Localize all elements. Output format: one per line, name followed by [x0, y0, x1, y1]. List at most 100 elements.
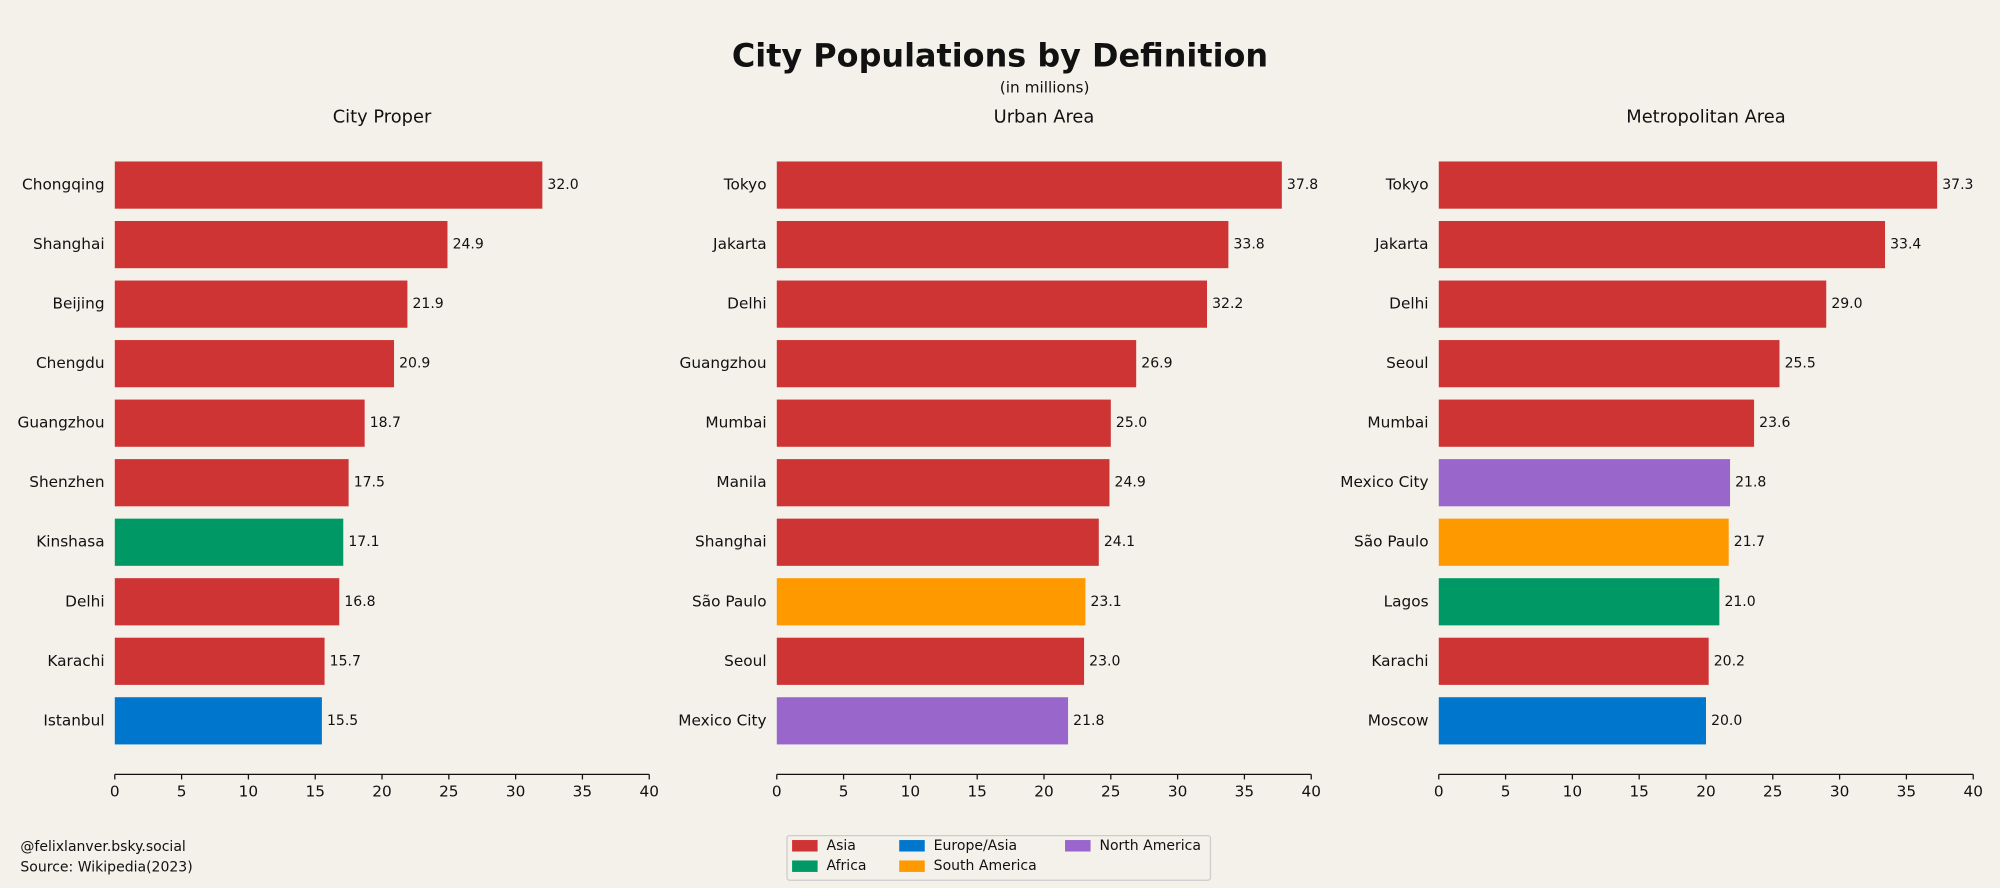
bar — [776, 637, 1085, 685]
x-tick-label: 5 — [1501, 783, 1511, 801]
bar — [114, 399, 365, 447]
x-tick-label: 30 — [1830, 783, 1849, 801]
bar — [114, 697, 322, 745]
category-label: São Paulo — [692, 592, 767, 610]
value-label: 37.3 — [1942, 177, 1973, 193]
bar — [1438, 280, 1827, 328]
panel-title: Metropolitan Area — [1626, 106, 1785, 127]
value-label: 33.4 — [1890, 237, 1921, 253]
x-tick-label: 15 — [305, 783, 324, 801]
x-tick-label: 25 — [439, 783, 458, 801]
x-tick-label: 0 — [772, 783, 782, 801]
category-label: Manila — [716, 473, 766, 491]
category-label: Guangzhou — [17, 414, 104, 432]
category-label: Karachi — [47, 652, 104, 670]
legend-label: Asia — [827, 838, 856, 854]
x-tick-label: 10 — [1563, 783, 1582, 801]
bar — [776, 459, 1110, 507]
legend-swatch — [792, 860, 818, 872]
bar — [114, 578, 340, 626]
value-label: 23.1 — [1091, 594, 1122, 610]
value-label: 21.8 — [1735, 475, 1766, 491]
bar — [776, 518, 1099, 566]
value-label: 29.0 — [1831, 296, 1862, 312]
bar — [1438, 697, 1706, 745]
x-tick-label: 0 — [1434, 783, 1444, 801]
credit: Source: Wikipedia(2023) — [20, 859, 192, 875]
x-tick-label: 5 — [839, 783, 849, 801]
bar — [114, 459, 349, 507]
category-label: Tokyo — [723, 176, 767, 194]
x-tick-label: 25 — [1101, 783, 1120, 801]
x-tick-label: 40 — [1301, 783, 1320, 801]
x-tick-label: 30 — [506, 783, 525, 801]
bar — [114, 340, 395, 388]
legend-swatch — [899, 840, 925, 852]
bar — [114, 161, 543, 209]
category-label: Delhi — [1389, 295, 1428, 313]
x-tick-label: 35 — [573, 783, 592, 801]
bar — [114, 280, 408, 328]
category-label: Kinshasa — [36, 533, 104, 551]
bar — [1438, 518, 1729, 566]
x-tick-label: 10 — [239, 783, 258, 801]
value-label: 32.2 — [1212, 296, 1243, 312]
value-label: 17.1 — [348, 534, 379, 550]
category-label: Shanghai — [33, 235, 105, 253]
legend-swatch — [792, 840, 818, 852]
value-label: 21.9 — [413, 296, 444, 312]
bar — [1438, 399, 1755, 447]
legend-swatch — [899, 860, 925, 872]
bar — [776, 578, 1086, 626]
value-label: 24.9 — [453, 237, 484, 253]
value-label: 25.0 — [1116, 415, 1147, 431]
legend-label: Europe/Asia — [934, 838, 1017, 854]
panel-title: Urban Area — [994, 106, 1095, 127]
value-label: 37.8 — [1287, 177, 1318, 193]
category-label: São Paulo — [1354, 533, 1429, 551]
category-label: Karachi — [1371, 652, 1428, 670]
category-label: Shanghai — [695, 533, 767, 551]
x-tick-label: 20 — [1696, 783, 1715, 801]
x-tick-label: 15 — [967, 783, 986, 801]
legend-label: North America — [1099, 838, 1200, 854]
bar — [1438, 161, 1938, 209]
value-label: 15.5 — [327, 713, 358, 729]
bar — [776, 280, 1208, 328]
value-label: 20.0 — [1711, 713, 1742, 729]
value-label: 24.1 — [1104, 534, 1135, 550]
category-label: Mexico City — [678, 711, 766, 729]
bar — [776, 161, 1282, 209]
legend-label: Africa — [827, 858, 867, 874]
value-label: 24.9 — [1115, 475, 1146, 491]
figure-title: City Populations by Definition — [732, 37, 1268, 75]
value-label: 23.6 — [1759, 415, 1790, 431]
value-label: 20.2 — [1714, 653, 1745, 669]
x-tick-label: 40 — [640, 783, 659, 801]
bar — [1438, 578, 1720, 626]
category-label: Delhi — [727, 295, 766, 313]
panel-title: City Proper — [333, 106, 432, 127]
credit: @felixlanver.bsky.social — [20, 839, 185, 855]
category-label: Mumbai — [1367, 414, 1428, 432]
value-label: 21.8 — [1073, 713, 1104, 729]
x-tick-label: 20 — [372, 783, 391, 801]
value-label: 21.7 — [1734, 534, 1765, 550]
category-label: Chengdu — [36, 354, 105, 372]
value-label: 17.5 — [354, 475, 385, 491]
bar — [776, 399, 1111, 447]
value-label: 32.0 — [547, 177, 578, 193]
category-label: Mumbai — [705, 414, 766, 432]
category-label: Guangzhou — [679, 354, 766, 372]
category-label: Seoul — [724, 652, 766, 670]
value-label: 20.9 — [399, 356, 430, 372]
value-label: 25.5 — [1785, 356, 1816, 372]
value-label: 33.8 — [1233, 237, 1264, 253]
bar — [1438, 221, 1886, 269]
value-label: 26.9 — [1141, 356, 1172, 372]
x-tick-label: 10 — [901, 783, 920, 801]
bar — [114, 637, 325, 685]
category-label: Jakarta — [712, 235, 767, 253]
x-tick-label: 35 — [1235, 783, 1254, 801]
